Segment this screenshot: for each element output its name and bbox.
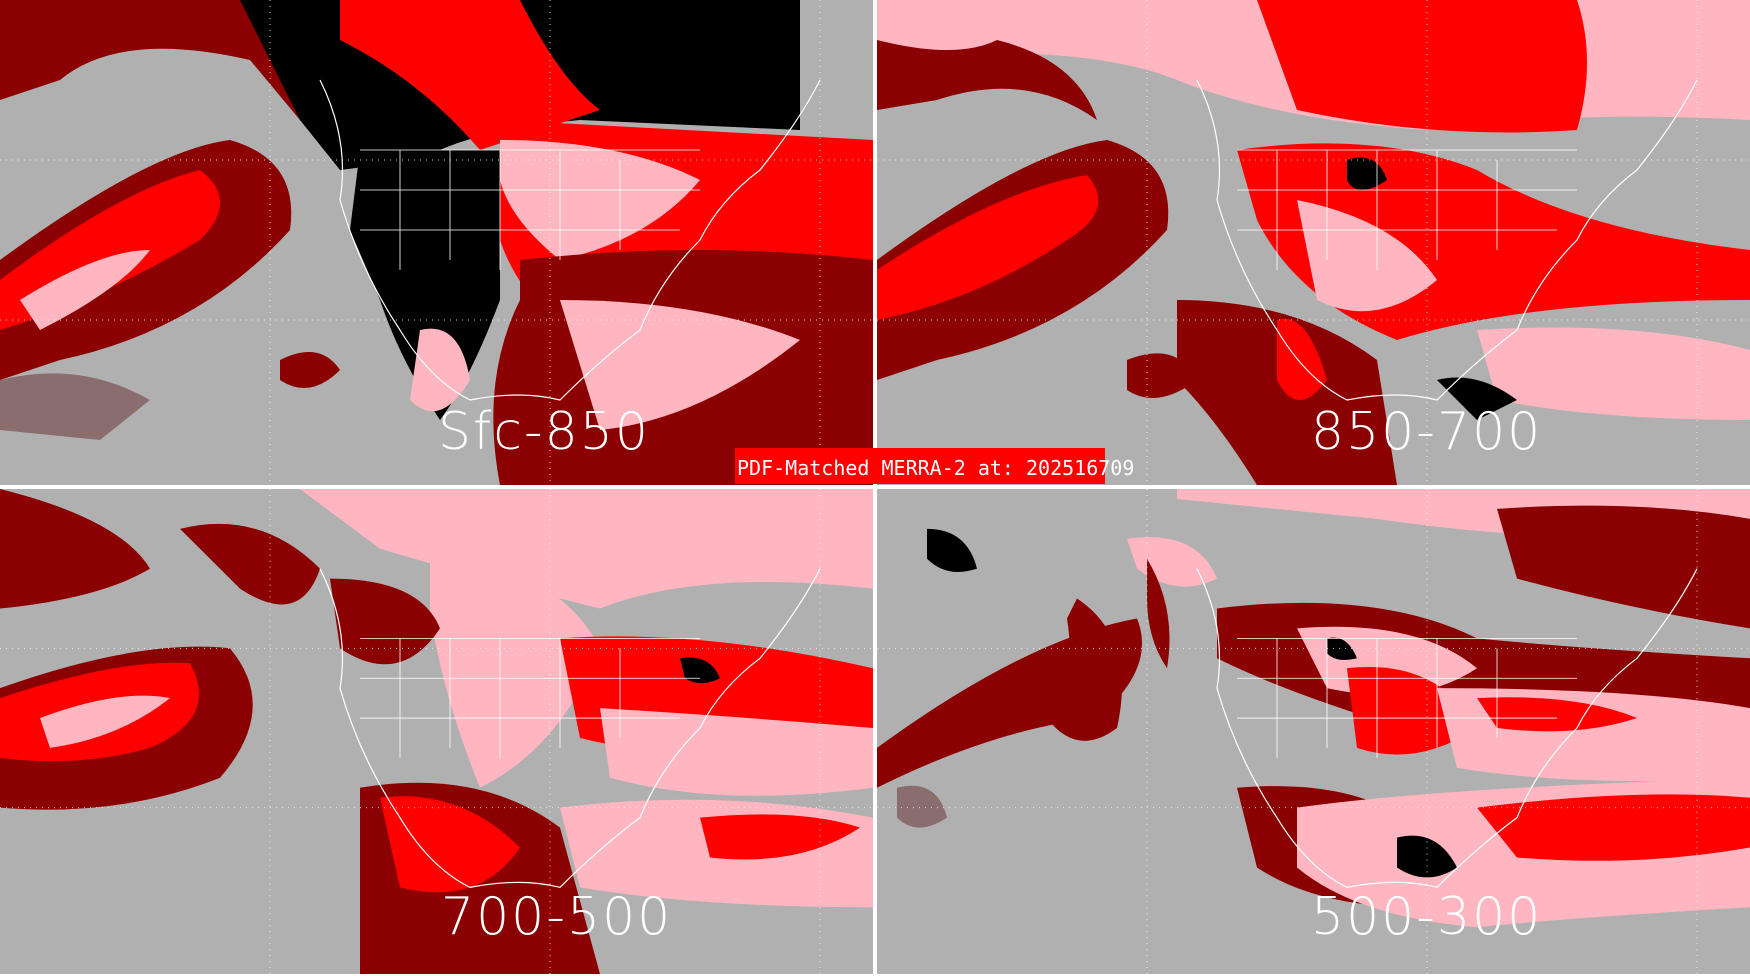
field-region xyxy=(0,373,150,440)
field-region xyxy=(1047,598,1122,741)
map-sfc-850 xyxy=(0,0,873,485)
coastline xyxy=(1196,568,1698,889)
field-region xyxy=(380,796,520,893)
field-region xyxy=(1327,637,1357,660)
field-region xyxy=(180,523,320,605)
coastline xyxy=(1196,79,1698,401)
field-region xyxy=(40,695,170,748)
field-region xyxy=(1497,505,1750,629)
coastline xyxy=(319,568,821,889)
field-region xyxy=(0,0,305,120)
figure-title: PDF-Matched MERRA-2 at: 202516709 xyxy=(735,448,1134,484)
field-region xyxy=(1297,200,1437,312)
panel-label: 850-700 xyxy=(1311,402,1543,462)
field-region xyxy=(1127,353,1197,398)
state-borders xyxy=(1237,637,1577,758)
field-region xyxy=(1477,697,1637,732)
panel-700-500: 700-500 xyxy=(0,489,873,974)
field-region xyxy=(300,489,873,609)
panel-label: 700-500 xyxy=(441,887,673,947)
map-850-700 xyxy=(877,0,1750,485)
field-region xyxy=(680,657,720,684)
field-region xyxy=(1477,794,1750,861)
field-region xyxy=(1277,318,1327,400)
field-region xyxy=(430,548,600,788)
field-region xyxy=(1257,0,1587,133)
panel-850-700: 850-700 xyxy=(877,0,1750,485)
coastline xyxy=(319,79,821,401)
field-region xyxy=(1397,835,1457,878)
panel-500-300: 500-300 xyxy=(877,489,1750,974)
field-region xyxy=(700,814,860,860)
field-region xyxy=(897,785,947,828)
field-region xyxy=(280,352,340,388)
field-region xyxy=(927,528,977,572)
panel-label: Sfc-850 xyxy=(438,402,650,462)
field-region xyxy=(0,489,150,609)
field-region xyxy=(1147,558,1170,669)
field-region xyxy=(1347,667,1477,755)
field-region xyxy=(350,150,500,420)
map-500-300 xyxy=(877,489,1750,974)
state-borders xyxy=(1237,149,1577,270)
field-region xyxy=(20,250,150,330)
field-region xyxy=(560,300,800,430)
field-region xyxy=(877,175,1099,320)
field-region xyxy=(1127,537,1217,587)
field-region xyxy=(340,0,600,150)
field-region xyxy=(1437,377,1517,420)
state-borders xyxy=(360,149,700,270)
field-region xyxy=(600,708,873,796)
panel-label: 500-300 xyxy=(1311,887,1543,947)
field-region xyxy=(877,40,1097,120)
field-region xyxy=(1477,327,1750,420)
state-borders xyxy=(360,637,700,758)
map-700-500 xyxy=(0,489,873,974)
panel-sfc-850: Sfc-850 xyxy=(0,0,873,485)
field-region xyxy=(330,578,440,665)
